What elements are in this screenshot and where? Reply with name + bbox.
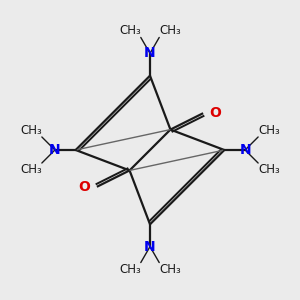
Text: O: O: [210, 106, 221, 120]
Text: CH₃: CH₃: [258, 124, 280, 137]
Text: CH₃: CH₃: [159, 24, 181, 38]
Text: CH₃: CH₃: [159, 262, 181, 276]
Text: O: O: [79, 180, 90, 194]
Text: N: N: [144, 46, 156, 60]
Text: CH₃: CH₃: [20, 163, 42, 176]
Text: CH₃: CH₃: [119, 262, 141, 276]
Text: N: N: [49, 143, 61, 157]
Text: CH₃: CH₃: [258, 163, 280, 176]
Text: N: N: [239, 143, 251, 157]
Text: CH₃: CH₃: [119, 24, 141, 38]
Text: CH₃: CH₃: [20, 124, 42, 137]
Text: N: N: [144, 240, 156, 254]
